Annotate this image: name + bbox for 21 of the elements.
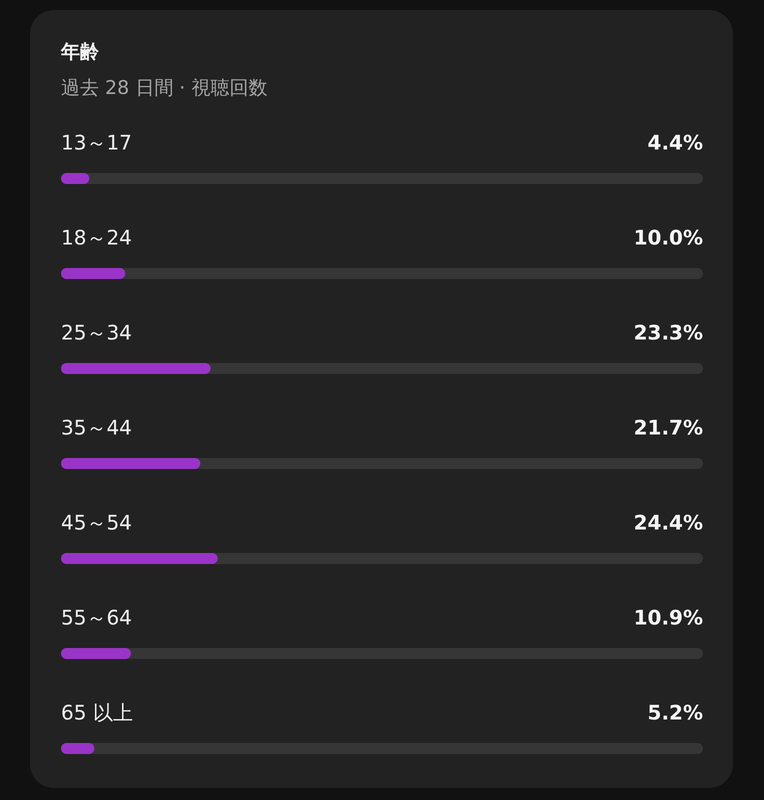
bar bbox=[61, 648, 131, 659]
y-tick-label: 65 以上 bbox=[61, 700, 133, 724]
y-tick-label: 45～54 bbox=[61, 510, 132, 534]
y-tick-label: 13～17 bbox=[61, 130, 132, 154]
chart-subtitle: 過去 28 日間 · 視聴回数 bbox=[61, 77, 268, 99]
y-tick-label: 35～44 bbox=[61, 416, 132, 440]
data-label: 10.0% bbox=[634, 226, 703, 250]
y-tick-label: 25～34 bbox=[61, 320, 132, 344]
data-label: 23.3% bbox=[634, 320, 703, 344]
y-tick-label: 55～64 bbox=[61, 606, 132, 630]
data-label: 24.4% bbox=[634, 510, 703, 534]
data-label: 21.7% bbox=[634, 416, 703, 440]
data-label: 5.2% bbox=[648, 700, 703, 724]
data-label: 10.9% bbox=[634, 606, 703, 630]
bar bbox=[61, 458, 200, 469]
bar bbox=[61, 553, 218, 564]
data-label: 4.4% bbox=[648, 130, 703, 154]
bar bbox=[61, 363, 211, 374]
bar bbox=[61, 268, 126, 279]
chart-title: 年齢 bbox=[60, 41, 100, 63]
y-tick-label: 18～24 bbox=[61, 226, 132, 250]
